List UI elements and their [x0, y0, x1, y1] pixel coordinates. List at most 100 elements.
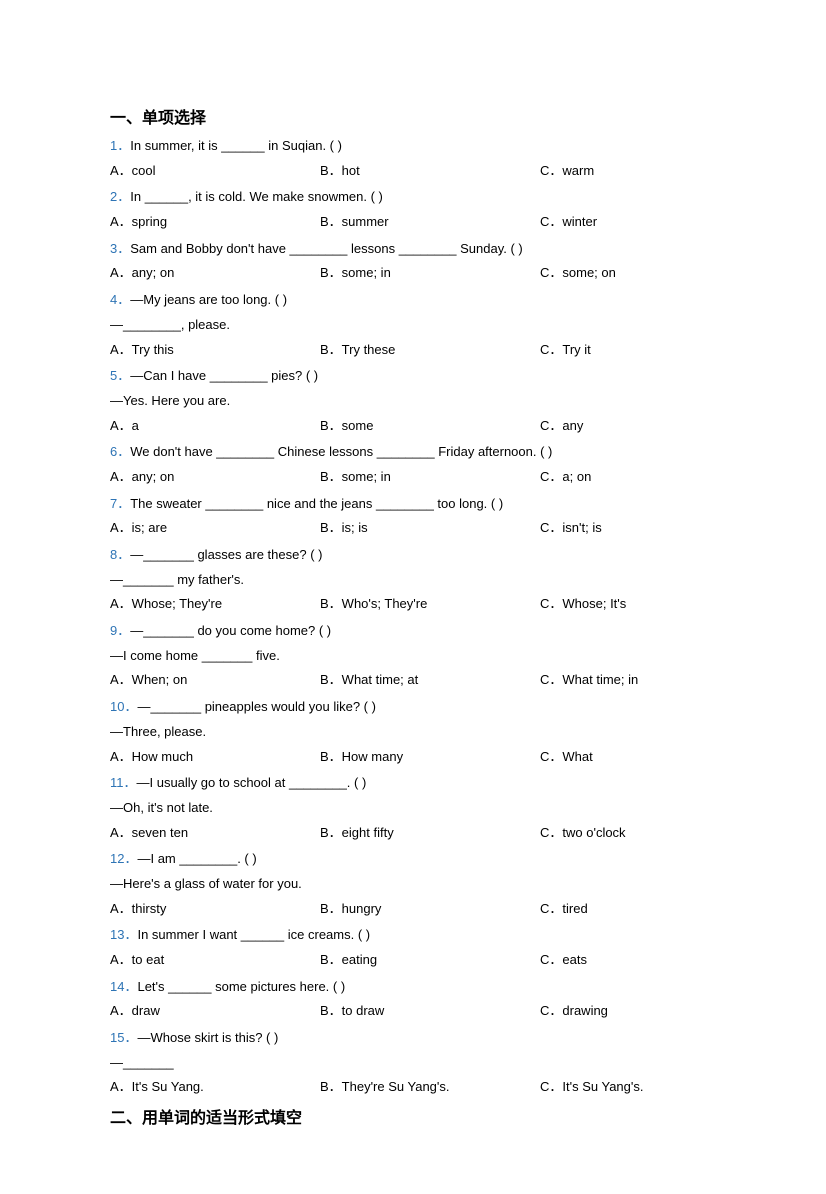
- question-followup: —________, please.: [110, 313, 716, 338]
- option-b[interactable]: B．eating: [320, 948, 540, 973]
- question-stem: 11．—I usually go to school at ________. …: [110, 771, 716, 796]
- question-number: 3．: [110, 241, 130, 256]
- question-number: 7．: [110, 496, 130, 511]
- question-number: 2．: [110, 189, 130, 204]
- option-a[interactable]: A．any; on: [110, 465, 320, 490]
- option-c[interactable]: C．What time; in: [540, 668, 716, 693]
- question-number: 6．: [110, 444, 130, 459]
- question-number: 5．: [110, 368, 130, 383]
- question-stem: 1．In summer, it is ______ in Suqian. ( ): [110, 134, 716, 159]
- section-2-heading: 二、用单词的适当形式填空: [110, 1104, 716, 1128]
- option-b[interactable]: B．summer: [320, 210, 540, 235]
- question-followup: —Three, please.: [110, 720, 716, 745]
- option-a[interactable]: A．spring: [110, 210, 320, 235]
- question-number: 11．: [110, 775, 137, 790]
- option-c[interactable]: C．warm: [540, 159, 716, 184]
- option-a[interactable]: A．seven ten: [110, 821, 320, 846]
- option-a[interactable]: A．draw: [110, 999, 320, 1024]
- question-stem: 9．—_______ do you come home? ( ): [110, 619, 716, 644]
- option-b[interactable]: B．some; in: [320, 261, 540, 286]
- option-c[interactable]: C．Try it: [540, 338, 716, 363]
- question-stem-text: —_______ glasses are these? ( ): [130, 547, 322, 562]
- question-stem: 10．—_______ pineapples would you like? (…: [110, 695, 716, 720]
- option-c[interactable]: C．a; on: [540, 465, 716, 490]
- option-b[interactable]: B．hot: [320, 159, 540, 184]
- options-row: A．seven tenB．eight fiftyC．two o'clock: [110, 821, 716, 846]
- option-a[interactable]: A．any; on: [110, 261, 320, 286]
- option-c[interactable]: C．tired: [540, 897, 716, 922]
- option-c[interactable]: C．Whose; It's: [540, 592, 716, 617]
- option-c[interactable]: C．It's Su Yang's.: [540, 1075, 716, 1100]
- options-row: A．thirstyB．hungryC．tired: [110, 897, 716, 922]
- question-stem: 5．—Can I have ________ pies? ( ): [110, 364, 716, 389]
- question-stem-text: Let's ______ some pictures here. ( ): [137, 979, 345, 994]
- question-block: 12．—I am ________. ( )—Here's a glass of…: [110, 847, 716, 921]
- option-a[interactable]: A．cool: [110, 159, 320, 184]
- option-b[interactable]: B．They're Su Yang's.: [320, 1075, 540, 1100]
- question-followup: —_______: [110, 1051, 716, 1076]
- question-stem: 3．Sam and Bobby don't have ________ less…: [110, 237, 716, 262]
- question-number: 4．: [110, 292, 130, 307]
- options-row: A．coolB．hotC．warm: [110, 159, 716, 184]
- option-c[interactable]: C．any: [540, 414, 716, 439]
- option-c[interactable]: C．eats: [540, 948, 716, 973]
- options-row: A．How muchB．How manyC．What: [110, 745, 716, 770]
- question-followup: —_______ my father's.: [110, 568, 716, 593]
- question-block: 6．We don't have ________ Chinese lessons…: [110, 440, 716, 489]
- question-block: 14．Let's ______ some pictures here. ( )A…: [110, 975, 716, 1024]
- option-c[interactable]: C．winter: [540, 210, 716, 235]
- option-a[interactable]: A．It's Su Yang.: [110, 1075, 320, 1100]
- section-1-heading: 一、单项选择: [110, 104, 716, 128]
- option-a[interactable]: A．When; on: [110, 668, 320, 693]
- options-row: A．to eatB．eatingC．eats: [110, 948, 716, 973]
- option-a[interactable]: A．Try this: [110, 338, 320, 363]
- option-c[interactable]: C．drawing: [540, 999, 716, 1024]
- option-a[interactable]: A．thirsty: [110, 897, 320, 922]
- question-stem-text: —My jeans are too long. ( ): [130, 292, 287, 307]
- question-block: 15．—Whose skirt is this? ( )—_______A．It…: [110, 1026, 716, 1100]
- question-followup: —Yes. Here you are.: [110, 389, 716, 414]
- question-number: 1．: [110, 138, 130, 153]
- options-row: A．springB．summerC．winter: [110, 210, 716, 235]
- option-a[interactable]: A．to eat: [110, 948, 320, 973]
- option-c[interactable]: C．two o'clock: [540, 821, 716, 846]
- question-block: 8．—_______ glasses are these? ( )—______…: [110, 543, 716, 617]
- option-b[interactable]: B．some: [320, 414, 540, 439]
- option-a[interactable]: A．How much: [110, 745, 320, 770]
- question-stem: 14．Let's ______ some pictures here. ( ): [110, 975, 716, 1000]
- question-followup: —I come home _______ five.: [110, 644, 716, 669]
- question-followup: —Oh, it's not late.: [110, 796, 716, 821]
- option-b[interactable]: B．Try these: [320, 338, 540, 363]
- question-number: 15．: [110, 1030, 137, 1045]
- question-block: 2．In ______, it is cold. We make snowmen…: [110, 185, 716, 234]
- option-b[interactable]: B．some; in: [320, 465, 540, 490]
- question-block: 4．—My jeans are too long. ( )—________, …: [110, 288, 716, 362]
- question-block: 7．The sweater ________ nice and the jean…: [110, 492, 716, 541]
- option-b[interactable]: B．Who's; They're: [320, 592, 540, 617]
- option-b[interactable]: B．hungry: [320, 897, 540, 922]
- question-stem-text: In summer I want ______ ice creams. ( ): [137, 927, 370, 942]
- option-c[interactable]: C．some; on: [540, 261, 716, 286]
- options-row: A．Try thisB．Try theseC．Try it: [110, 338, 716, 363]
- question-stem: 4．—My jeans are too long. ( ): [110, 288, 716, 313]
- option-c[interactable]: C．What: [540, 745, 716, 770]
- options-row: A．When; onB．What time; atC．What time; in: [110, 668, 716, 693]
- option-b[interactable]: B．eight fifty: [320, 821, 540, 846]
- question-stem-text: —I am ________. ( ): [137, 851, 256, 866]
- options-row: A．is; areB．is; isC．isn't; is: [110, 516, 716, 541]
- question-block: 3．Sam and Bobby don't have ________ less…: [110, 237, 716, 286]
- question-stem-text: —_______ do you come home? ( ): [130, 623, 331, 638]
- question-stem: 6．We don't have ________ Chinese lessons…: [110, 440, 716, 465]
- question-block: 5．—Can I have ________ pies? ( )—Yes. He…: [110, 364, 716, 438]
- option-b[interactable]: B．What time; at: [320, 668, 540, 693]
- question-stem-text: Sam and Bobby don't have ________ lesson…: [130, 241, 523, 256]
- option-b[interactable]: B．is; is: [320, 516, 540, 541]
- option-a[interactable]: A．Whose; They're: [110, 592, 320, 617]
- option-b[interactable]: B．to draw: [320, 999, 540, 1024]
- option-a[interactable]: A．a: [110, 414, 320, 439]
- question-stem-text: In ______, it is cold. We make snowmen. …: [130, 189, 383, 204]
- option-a[interactable]: A．is; are: [110, 516, 320, 541]
- question-stem-text: —I usually go to school at ________. ( ): [137, 775, 367, 790]
- option-b[interactable]: B．How many: [320, 745, 540, 770]
- option-c[interactable]: C．isn't; is: [540, 516, 716, 541]
